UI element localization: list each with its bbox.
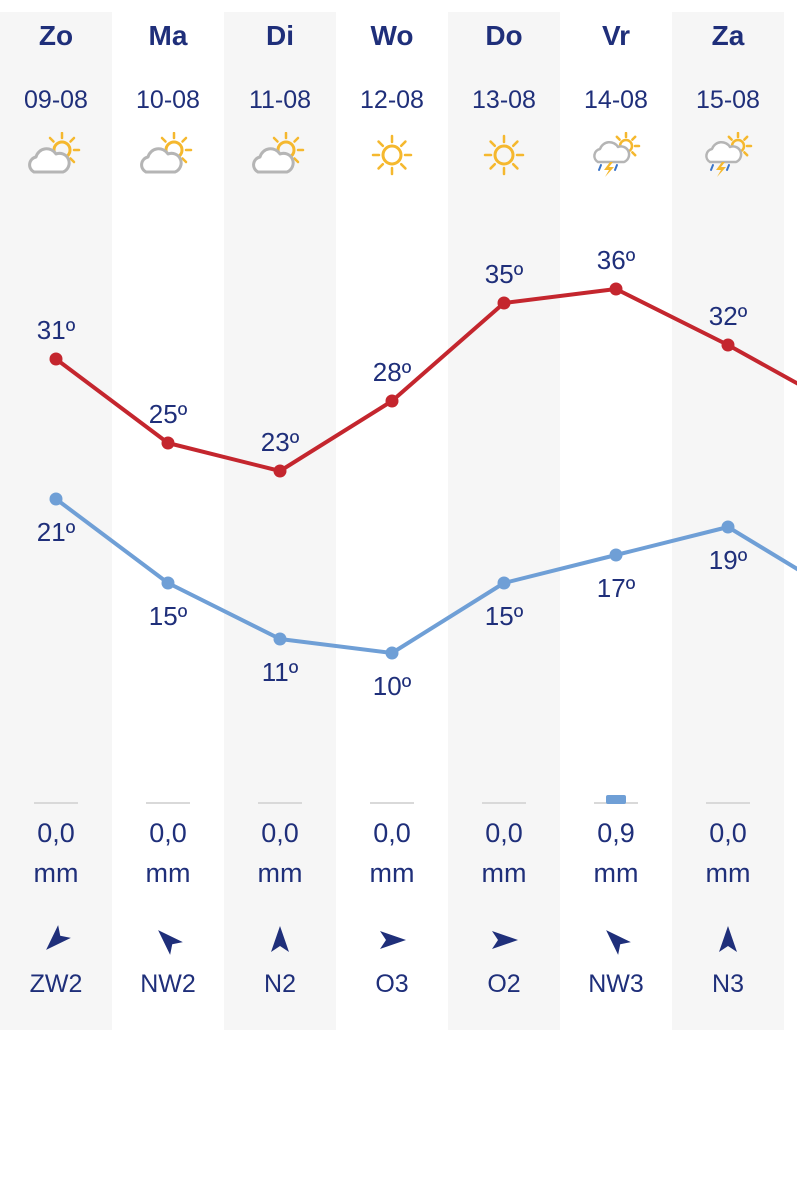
day-date: 15-08 bbox=[696, 86, 760, 114]
max-temp-label: 31º bbox=[37, 315, 76, 345]
wind-label: O2 bbox=[487, 970, 521, 998]
max-temp-point bbox=[273, 464, 287, 478]
precip-bar bbox=[482, 802, 526, 804]
day-column[interactable]: Ma 10-08 0,0 mm NW2 bbox=[112, 12, 224, 1030]
precip-bar bbox=[34, 802, 78, 804]
column-stripe bbox=[0, 12, 112, 1030]
temperature-chart: 31º 25º 23º 28º 35º 36º 32º 21º 15º 11º 10º 15º 17º 1… bbox=[37, 245, 797, 701]
precip-value: 0,0 bbox=[485, 818, 523, 848]
day-date: 10-08 bbox=[136, 86, 200, 114]
precip-bar bbox=[706, 802, 750, 804]
thunderstorm-icon bbox=[698, 131, 758, 178]
precip-unit: mm bbox=[481, 858, 527, 888]
day-name: Wo bbox=[370, 20, 414, 51]
day-date: 12-08 bbox=[360, 86, 424, 114]
min-temp-line bbox=[54, 497, 797, 655]
day-name: Zo bbox=[38, 20, 74, 51]
min-temp-point bbox=[721, 520, 735, 534]
min-temp-point bbox=[385, 646, 399, 660]
day-column[interactable]: Do 13-08 0,0 mm O2 bbox=[448, 12, 560, 1030]
day-date: 13-08 bbox=[472, 86, 536, 114]
max-temp-point bbox=[497, 296, 511, 310]
day-column[interactable]: Vr 14-08 0,9 mm NW3 bbox=[560, 12, 672, 1030]
column-stripe bbox=[224, 12, 336, 1030]
wind-direction-icon bbox=[710, 922, 746, 958]
precip-value: 0,0 bbox=[37, 818, 75, 848]
max-temp-label: 25º bbox=[149, 399, 188, 429]
day-column[interactable]: Zo 09-08 0,0 mm ZW2 bbox=[0, 12, 112, 1030]
min-temp-label: 19º bbox=[709, 545, 748, 575]
forecast-grid: Zo 09-08 0,0 mm ZW2 Ma 10-08 0,0 mm NW2 Di 11-08 0,0… bbox=[0, 12, 784, 1030]
precip-bar bbox=[370, 802, 414, 804]
wind-label: N3 bbox=[712, 970, 744, 998]
max-temp-point bbox=[49, 352, 63, 366]
precip-unit: mm bbox=[593, 858, 639, 888]
wind-label: NW3 bbox=[588, 970, 644, 998]
precip-unit: mm bbox=[369, 858, 415, 888]
precip-bar bbox=[146, 802, 190, 804]
sun-icon bbox=[362, 132, 422, 178]
min-temp-point bbox=[497, 576, 511, 590]
min-temp-point bbox=[609, 548, 623, 562]
column-stripe bbox=[448, 12, 560, 1030]
day-name: Vr bbox=[601, 20, 631, 51]
max-temp-point bbox=[161, 436, 175, 450]
max-temp-point bbox=[385, 394, 399, 408]
min-temp-label: 17º bbox=[597, 573, 636, 603]
wind-label: NW2 bbox=[140, 970, 196, 998]
min-temp-point bbox=[273, 632, 287, 646]
day-name: Di bbox=[266, 20, 294, 51]
max-temp-label: 32º bbox=[709, 301, 748, 331]
day-name: Do bbox=[485, 20, 523, 51]
wind-label: ZW2 bbox=[29, 970, 83, 998]
sun-icon bbox=[474, 132, 534, 178]
min-temp-point bbox=[161, 576, 175, 590]
wind-direction-icon bbox=[262, 922, 298, 958]
wind-label: N2 bbox=[264, 970, 296, 998]
day-date: 09-08 bbox=[24, 86, 88, 114]
max-temp-point bbox=[721, 338, 735, 352]
partly-cloudy-icon bbox=[138, 131, 198, 178]
precip-value: 0,0 bbox=[261, 818, 299, 848]
day-column[interactable]: Wo 12-08 0,0 mm O3 bbox=[336, 12, 448, 1030]
max-temp-label: 36º bbox=[597, 245, 636, 275]
min-temp-label: 11º bbox=[262, 657, 299, 687]
precip-value: 0,0 bbox=[709, 818, 747, 848]
wind-direction-icon bbox=[374, 922, 410, 958]
max-temp-label: 28º bbox=[373, 357, 412, 387]
wind-direction-icon bbox=[486, 922, 522, 958]
precip-bar bbox=[258, 802, 302, 804]
max-temp-point bbox=[609, 282, 623, 296]
max-temp-label: 35º bbox=[485, 259, 524, 289]
day-name: Za bbox=[711, 20, 745, 51]
day-column[interactable]: Za 15-08 0,0 mm N3 bbox=[672, 12, 784, 1030]
precip-unit: mm bbox=[257, 858, 303, 888]
partly-cloudy-icon bbox=[26, 131, 86, 178]
max-temp-line bbox=[54, 287, 797, 473]
day-column[interactable]: Di 11-08 0,0 mm N2 bbox=[224, 12, 336, 1030]
min-temp-label: 21º bbox=[37, 517, 76, 547]
min-temp-label: 15º bbox=[149, 601, 188, 631]
wind-direction-icon bbox=[598, 922, 634, 958]
min-temp-label: 15º bbox=[485, 601, 524, 631]
min-temp-label: 10º bbox=[373, 671, 412, 701]
precip-value: 0,9 bbox=[597, 818, 635, 848]
day-name: Ma bbox=[148, 20, 188, 51]
partly-cloudy-icon bbox=[250, 131, 310, 178]
precip-amount-bar bbox=[606, 795, 626, 804]
precip-unit: mm bbox=[705, 858, 751, 888]
wind-direction-icon bbox=[150, 922, 186, 958]
max-temp-label: 23º bbox=[261, 427, 300, 457]
day-date: 11-08 bbox=[248, 86, 312, 114]
precip-unit: mm bbox=[145, 858, 191, 888]
wind-direction-icon bbox=[38, 922, 74, 958]
min-temp-point bbox=[49, 492, 63, 506]
wind-label: O3 bbox=[375, 970, 409, 998]
precip-value: 0,0 bbox=[149, 818, 187, 848]
precip-bar bbox=[594, 795, 638, 804]
day-date: 14-08 bbox=[584, 86, 648, 114]
precip-value: 0,0 bbox=[373, 818, 411, 848]
thunderstorm-icon bbox=[586, 131, 646, 178]
precip-unit: mm bbox=[33, 858, 79, 888]
